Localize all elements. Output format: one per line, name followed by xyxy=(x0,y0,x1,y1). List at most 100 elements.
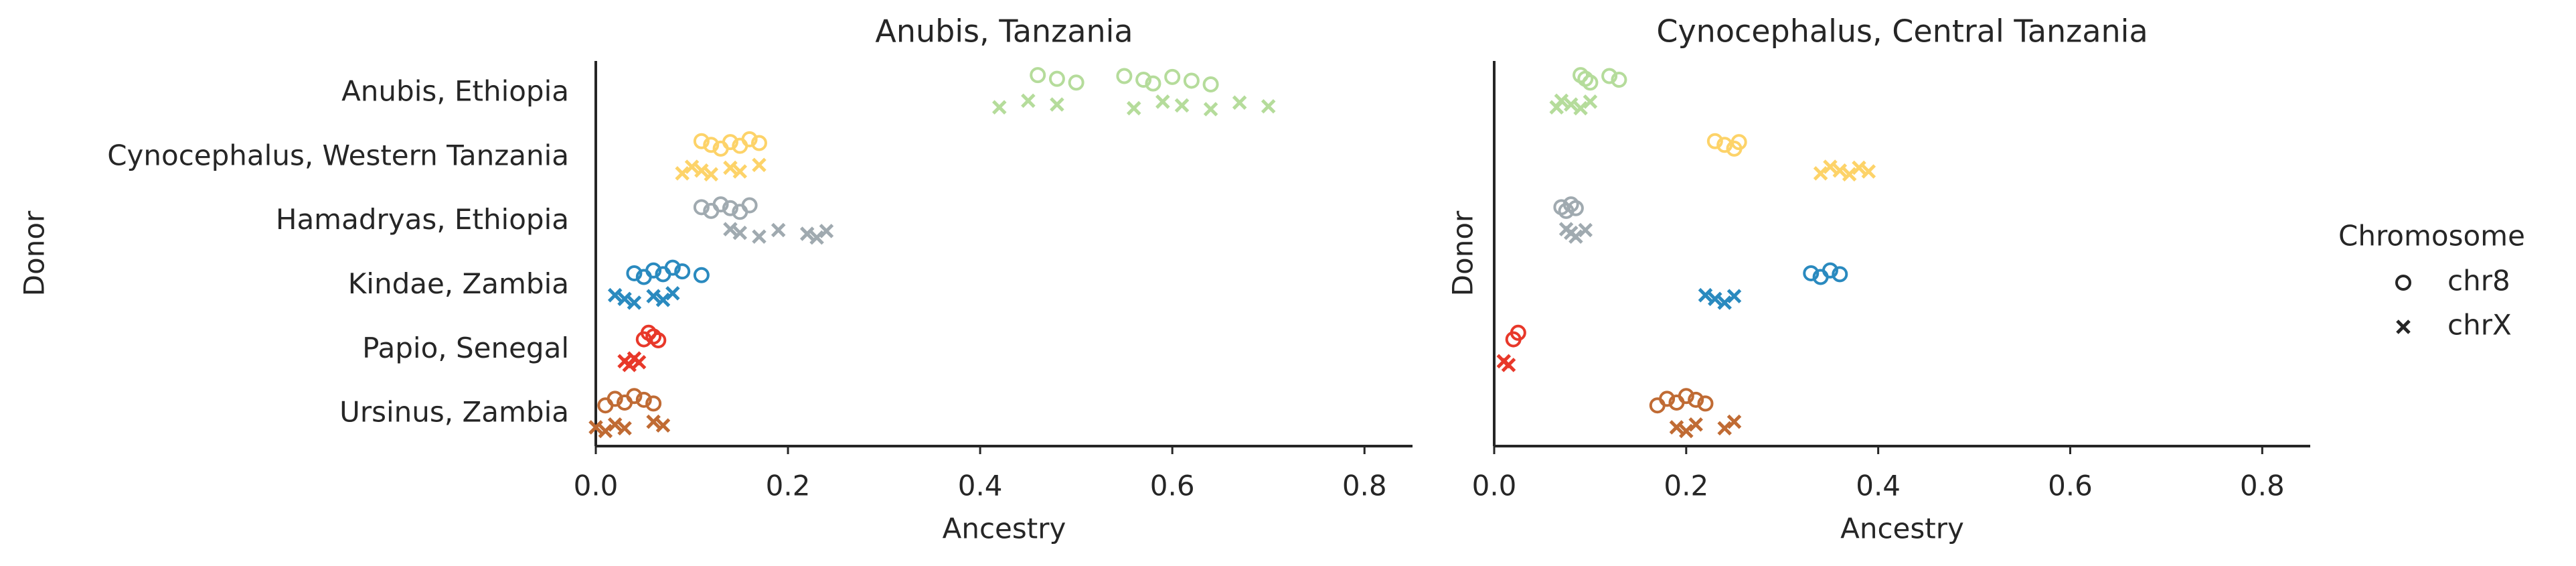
data-point xyxy=(694,163,709,178)
data-point xyxy=(704,167,719,182)
data-point xyxy=(693,133,710,149)
data-point xyxy=(631,354,647,370)
legend-label: chr8 xyxy=(2447,265,2510,297)
y-tick-label: Papio, Senegal xyxy=(362,332,569,364)
data-point xyxy=(741,197,758,214)
data-point xyxy=(1261,99,1276,114)
data-point xyxy=(597,397,614,414)
data-point xyxy=(712,196,729,213)
data-point xyxy=(1568,229,1583,244)
data-point xyxy=(819,224,834,238)
data-point xyxy=(1803,265,1820,281)
data-point xyxy=(1823,159,1838,174)
x-tick-label: 0.4 xyxy=(958,470,1003,502)
data-point xyxy=(1822,262,1838,279)
data-point xyxy=(1583,94,1598,109)
x-tick-label: 0.6 xyxy=(2048,470,2093,502)
legend-marker xyxy=(2396,320,2411,334)
x-tick-label: 0.6 xyxy=(1150,470,1195,502)
data-point xyxy=(1021,93,1036,109)
data-point xyxy=(1203,102,1218,117)
data-point xyxy=(1582,74,1599,91)
data-point xyxy=(1717,421,1732,436)
data-point xyxy=(1183,72,1200,89)
data-point xyxy=(607,417,623,432)
data-point xyxy=(1688,391,1704,408)
data-point xyxy=(1706,133,1723,149)
data-point xyxy=(1832,163,1848,178)
data-point xyxy=(992,100,1007,115)
data-point xyxy=(1697,395,1714,412)
y-tick-label: Ursinus, Zambia xyxy=(339,396,569,429)
data-point xyxy=(1164,68,1181,85)
data-point xyxy=(626,388,643,405)
data-point xyxy=(693,267,710,283)
y-tick-label: Cynocephalus, Western Tanzania xyxy=(107,139,569,171)
data-point xyxy=(1679,423,1694,439)
data-point xyxy=(1155,94,1170,109)
data-point xyxy=(1573,100,1588,116)
y-tick-label: Kindae, Zambia xyxy=(348,267,569,300)
data-point xyxy=(741,131,758,147)
data-point xyxy=(1861,164,1876,179)
x-tick-label: 0.2 xyxy=(766,470,811,502)
data-point xyxy=(809,230,824,245)
data-point xyxy=(1030,67,1046,84)
data-point xyxy=(1554,93,1569,109)
data-point xyxy=(1726,414,1742,429)
data-point xyxy=(722,134,738,151)
data-point xyxy=(693,199,710,216)
data-point xyxy=(1852,160,1866,175)
data-point xyxy=(655,418,671,433)
data-point xyxy=(1716,137,1733,153)
data-point xyxy=(1510,324,1526,341)
data-point xyxy=(1717,295,1732,310)
data-point xyxy=(1232,95,1247,110)
data-point xyxy=(664,259,681,276)
data-point xyxy=(1688,417,1703,432)
data-point xyxy=(1649,397,1666,414)
data-point xyxy=(722,200,738,216)
data-point xyxy=(1708,291,1722,307)
data-point xyxy=(752,157,767,173)
data-point xyxy=(646,289,661,303)
data-point xyxy=(752,229,767,244)
legend-marker xyxy=(2395,275,2411,291)
y-tick-label: Anubis, Ethiopia xyxy=(341,74,569,107)
data-point xyxy=(1678,388,1694,405)
legend-title: Chromosome xyxy=(2338,220,2525,253)
data-point xyxy=(1116,68,1133,84)
data-point xyxy=(1698,287,1713,303)
data-point xyxy=(1501,358,1516,372)
data-point xyxy=(665,286,680,301)
data-point xyxy=(1659,391,1676,407)
data-point xyxy=(598,423,613,439)
data-point xyxy=(675,166,690,181)
data-point xyxy=(1174,98,1190,113)
data-point xyxy=(1202,76,1219,93)
panel-title: Cynocephalus, Central Tanzania xyxy=(1656,13,2148,50)
data-point xyxy=(645,395,662,412)
data-point xyxy=(771,222,786,238)
data-point xyxy=(1730,134,1747,151)
data-point xyxy=(1813,166,1828,181)
x-axis-label: Ancestry xyxy=(943,512,1066,545)
data-point xyxy=(1567,200,1584,216)
data-point xyxy=(1832,266,1848,283)
y-axis-label: Donor xyxy=(1447,210,1479,296)
data-point xyxy=(703,137,720,153)
data-point xyxy=(626,265,643,281)
data-point xyxy=(1135,72,1152,88)
data-point xyxy=(1050,97,1064,112)
x-axis-label: Ancestry xyxy=(1840,512,1964,545)
x-tick-label: 0.0 xyxy=(574,470,619,502)
data-point xyxy=(617,291,632,307)
data-point xyxy=(732,164,748,179)
data-point xyxy=(1126,100,1141,116)
data-point xyxy=(646,414,661,429)
data-point xyxy=(799,226,815,241)
data-point xyxy=(650,332,667,348)
data-point xyxy=(617,421,632,436)
x-tick-label: 0.4 xyxy=(1856,470,1901,502)
